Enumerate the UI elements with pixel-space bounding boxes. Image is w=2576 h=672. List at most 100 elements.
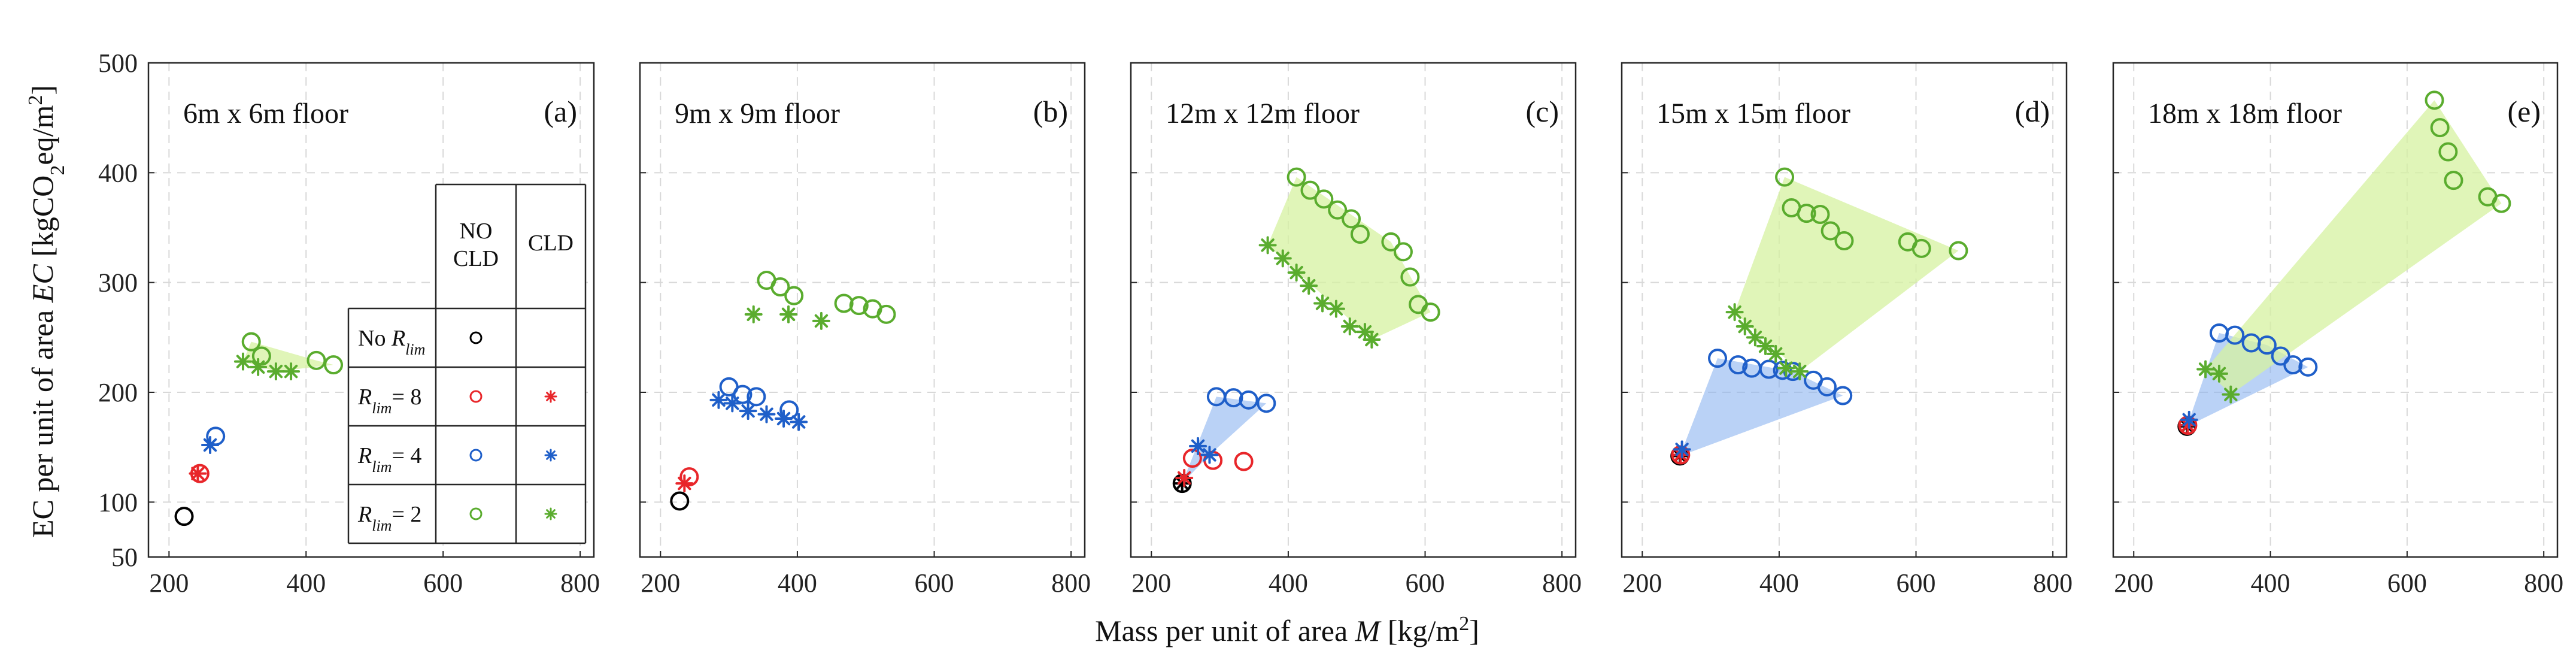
point-r2-cld (1767, 344, 1785, 363)
legend-marker-cld (544, 449, 557, 462)
legend-row-label: No Rlim (358, 326, 425, 358)
point-r2-cld (2222, 385, 2240, 404)
point-r2-cld (282, 362, 301, 381)
point-r2-cld (266, 362, 285, 381)
panel-title: 9m x 9m floor (675, 98, 840, 129)
point-r2-nocld (241, 332, 261, 352)
point-r4-nocld (1239, 390, 1258, 410)
point-r4-nocld (1708, 349, 1728, 368)
point-r2-cld (1725, 303, 1744, 322)
point-r8-cld (675, 474, 694, 493)
point-r4-nocld (1833, 386, 1853, 405)
point-r2-nocld (1314, 189, 1334, 209)
point-r2-nocld (1821, 221, 1840, 241)
x-tick-label: 200 (641, 568, 680, 598)
point-r4-nocld (2283, 355, 2303, 375)
point-r4-cld (757, 405, 776, 423)
point-r2-cld (1791, 362, 1809, 381)
panel-tag: (e) (2508, 95, 2541, 128)
point-r2-nocld (784, 286, 804, 305)
panel-d: 200 400 600 800 15m x 15m floor (d) (1621, 62, 2073, 598)
point-r2-cld (779, 305, 798, 323)
point-r2-cld (2196, 360, 2215, 379)
x-tick-label: 800 (2524, 568, 2563, 598)
point-r4-cld (1189, 437, 1207, 455)
x-tick-label: 600 (2387, 568, 2427, 598)
x-tick-label: 800 (560, 568, 600, 598)
point-r4-nocld (2298, 357, 2318, 377)
point-r2-cld (812, 311, 830, 330)
y-tick-label: 300 (98, 268, 138, 298)
legend-header-cld: CLD (528, 231, 574, 256)
point-r2-nocld (1810, 205, 1830, 224)
point-r2-nocld (1381, 232, 1401, 252)
x-tick-label: 800 (1542, 568, 1582, 598)
point-r8-nocld (1234, 452, 1254, 471)
x-tick-label: 200 (1622, 568, 1662, 598)
envelope-r4 (1182, 396, 1267, 484)
legend-marker-cld (544, 507, 557, 520)
point-r8-nocld (679, 467, 699, 487)
point-r4-nocld (747, 387, 766, 407)
point-r2-cld (2210, 364, 2228, 383)
point-r2-nocld (876, 304, 896, 324)
point-r2-nocld (1393, 242, 1413, 262)
point-r2-nocld (770, 277, 790, 296)
panel-title: 6m x 6m floor (183, 98, 348, 129)
point-r2-nocld (1350, 225, 1370, 244)
y-tick-label: 200 (98, 378, 138, 407)
axes-frame (639, 62, 1086, 558)
panel-title: 15m x 15m floor (1656, 98, 1850, 129)
x-tick-label: 400 (778, 568, 817, 598)
point-r2-nocld (2492, 193, 2511, 213)
y-tick-label: 400 (98, 158, 138, 187)
point-r2-nocld (849, 296, 869, 316)
panel-tag: (a) (544, 95, 578, 128)
x-tick-label: 200 (1131, 568, 1171, 598)
point-r8-nocld (1182, 449, 1202, 468)
point-none-nocld (670, 491, 690, 511)
point-r2-nocld (2444, 171, 2463, 190)
point-none-nocld (174, 507, 194, 526)
point-r4-nocld (1759, 359, 1779, 379)
panel-title: 12m x 12m floor (1166, 98, 1360, 129)
point-r4-cld (723, 394, 742, 413)
y-tick-label: 50 (111, 543, 138, 572)
legend-table: NO CLD CLD No Rlim Rlim= 8 Rlim= 4 Rlim= 2 (347, 183, 587, 544)
x-tick-label: 200 (149, 568, 189, 598)
point-r2-cld (1313, 294, 1332, 313)
panel-c: 200 400 600 800 12m x 12m floor (c) (1130, 62, 1582, 598)
envelope-r2 (1267, 177, 1431, 340)
point-r2-nocld (1797, 204, 1816, 223)
point-r4-cld (1673, 440, 1691, 459)
point-r4-nocld (2271, 346, 2290, 366)
legend-marker-nocld (469, 331, 483, 344)
point-r8-cld (1175, 469, 1194, 487)
panel-e: 200 400 600 800 18m x 18m floor (e) (2112, 62, 2563, 598)
point-r2-nocld (1400, 267, 1420, 287)
point-r4-nocld (733, 385, 753, 404)
point-r2-nocld (1421, 302, 1440, 322)
point-r2-nocld (2430, 118, 2450, 138)
point-r2-cld (1327, 299, 1345, 318)
point-r2-cld (1273, 249, 1292, 268)
point-r2-cld (1287, 264, 1306, 282)
point-r2-nocld (834, 293, 854, 313)
x-tick-label: 200 (2114, 568, 2153, 598)
panel-a: 200 400 600 800 50 100 200 300 400 500 6m x 6m flo… (98, 49, 600, 598)
panel-tag: (b) (1033, 95, 1068, 128)
y-axis-label: EC per unit of area EC [kgCO2eq/m2] (25, 85, 69, 538)
point-r4-nocld (1773, 361, 1792, 380)
point-r4-nocld (1817, 377, 1837, 396)
point-r2-cld (233, 352, 252, 371)
panel-tag: (c) (1526, 95, 1559, 128)
axes-frame (1621, 62, 2068, 558)
y-tick-label: 100 (98, 488, 138, 517)
point-r2-cld (1258, 236, 1277, 255)
point-r4-nocld (1224, 388, 1243, 408)
x-tick-label: 800 (2033, 568, 2073, 598)
point-r2-nocld (2438, 142, 2458, 162)
point-r2-nocld (1342, 209, 1361, 229)
panel-b: 200 400 600 800 9m x 9m floor (b) (639, 62, 1091, 598)
